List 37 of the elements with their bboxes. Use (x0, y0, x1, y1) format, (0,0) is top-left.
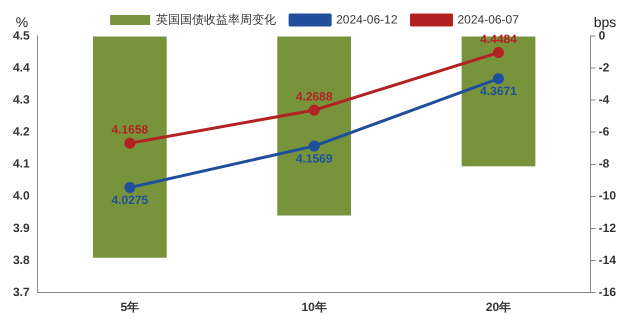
y-tick-label: 3.9 (12, 220, 30, 235)
y-tick-label: 3.7 (12, 284, 30, 299)
x-tick-label: 5年 (120, 300, 140, 314)
y-tick-label: 4.1 (12, 156, 30, 171)
y2-tick-label: -12 (598, 220, 616, 235)
y-tick-label: 4.2 (12, 124, 30, 139)
point (492, 47, 504, 58)
y-tick-label: 4.3 (12, 92, 30, 106)
y2-axis-title: bps (594, 14, 616, 30)
point (308, 104, 320, 116)
y2-tick-label: 0 (598, 28, 606, 42)
x-tick-label: 20年 (486, 300, 512, 314)
point (124, 138, 136, 149)
point (308, 140, 320, 152)
point (492, 73, 504, 84)
point (124, 182, 136, 194)
y2-tick-label: -2 (598, 60, 610, 74)
legend-label: 2024-06-07 (458, 12, 520, 26)
y2-tick-label: -16 (598, 284, 616, 299)
legend-label: 英国国债收益率周变化 (156, 12, 276, 26)
y-axis-title: % (16, 14, 28, 30)
data-label: 4.3671 (480, 84, 518, 98)
y-tick-label: 4.5 (12, 28, 30, 42)
y2-tick-label: -8 (598, 156, 610, 171)
y-tick-label: 4.0 (12, 188, 30, 203)
y2-tick-label: -4 (598, 92, 610, 106)
data-label: 4.0275 (111, 192, 149, 207)
y2-tick-label: -6 (598, 124, 610, 139)
y-tick-label: 3.8 (12, 252, 30, 267)
y-tick-label: 4.4 (12, 60, 30, 74)
legend-label: 2024-06-12 (336, 12, 398, 26)
y2-tick-label: -14 (598, 252, 616, 267)
x-tick-label: 10年 (301, 300, 327, 314)
data-label: 4.1658 (111, 122, 149, 137)
y2-tick-label: -10 (598, 188, 616, 203)
data-label: 4.2688 (296, 89, 333, 104)
data-label: 4.1569 (296, 151, 333, 166)
